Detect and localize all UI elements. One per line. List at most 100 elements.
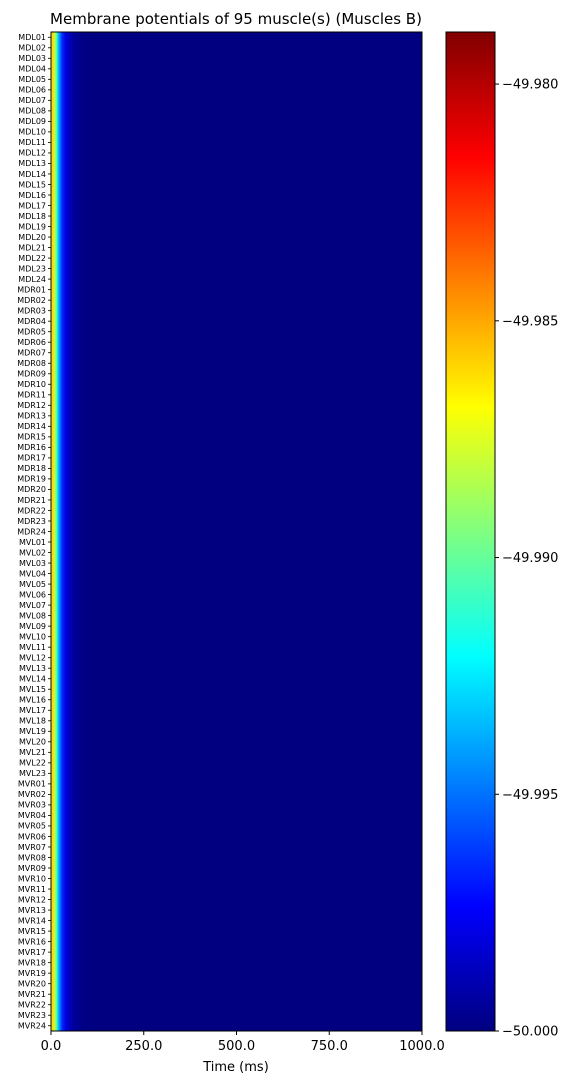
muscle-label: MDL07 (18, 96, 46, 105)
colorbar-tick-label: −49.985 (502, 314, 558, 329)
muscle-label: MVR05 (18, 822, 46, 831)
muscle-label: MDL02 (18, 44, 46, 53)
x-tick-label: 750.0 (311, 1039, 348, 1054)
muscle-label: MVR18 (18, 958, 46, 967)
muscle-label: MDL10 (18, 128, 46, 137)
muscle-label: MDL24 (18, 275, 46, 284)
muscle-label: MDR19 (17, 475, 46, 484)
muscle-label: MVL16 (19, 696, 46, 705)
muscle-label: MDR01 (17, 285, 46, 294)
muscle-label: MDL16 (18, 191, 46, 200)
muscle-label: MDR04 (17, 317, 46, 326)
muscle-label: MVL04 (19, 569, 46, 578)
muscle-label: MDR12 (17, 401, 46, 410)
muscle-label: MVR23 (18, 1011, 46, 1020)
muscle-label: MDR23 (17, 517, 46, 526)
muscle-label: MVL12 (19, 653, 46, 662)
colorbar: −50.000 −49.995 −49.990 −49.985 −49.980 (445, 31, 558, 1040)
muscle-label: MDR16 (17, 443, 46, 452)
muscle-label: MVR22 (18, 1001, 46, 1010)
muscle-label: MVR03 (18, 801, 46, 810)
muscle-label: MDR15 (17, 433, 46, 442)
muscle-label: MDR03 (17, 306, 46, 315)
muscle-label: MVL05 (19, 580, 46, 589)
muscle-label: MVL03 (19, 559, 46, 568)
muscle-label: MVL20 (19, 738, 46, 747)
muscle-label: MVR08 (18, 853, 46, 862)
muscle-label: MDL21 (18, 243, 46, 252)
muscle-label: MDL03 (18, 54, 46, 63)
muscle-label: MVR01 (18, 780, 46, 789)
x-tick-label: 0.0 (41, 1039, 62, 1054)
muscle-label: MDL15 (18, 180, 46, 189)
muscle-label: MDR22 (17, 506, 46, 515)
muscle-label: MVL18 (19, 717, 46, 726)
muscle-label: MDL23 (18, 264, 46, 273)
x-tick-label: 500.0 (218, 1039, 255, 1054)
muscle-label: MVL10 (19, 632, 46, 641)
chart-title: Membrane potentials of 95 muscle(s) (Mus… (50, 10, 422, 28)
muscle-label: MDL08 (18, 107, 46, 116)
heatmap-image (51, 32, 422, 1031)
muscle-label: MDR11 (17, 391, 46, 400)
muscle-label: MVL01 (19, 538, 46, 547)
muscle-label: MDL01 (18, 33, 46, 42)
muscle-label: MVL23 (19, 769, 46, 778)
muscle-label: MVR19 (18, 969, 46, 978)
muscle-label: MVR20 (18, 979, 46, 988)
muscle-label: MVL02 (19, 548, 46, 557)
muscle-label: MDR17 (17, 454, 46, 463)
muscle-label: MDR20 (17, 485, 46, 494)
muscle-label: MVL19 (19, 727, 46, 736)
x-axis: 0.0 250.0 500.0 750.0 1000.0 (41, 1031, 445, 1054)
muscle-label: MDL14 (18, 170, 46, 179)
muscle-label: MVR12 (18, 895, 46, 904)
muscle-label: MVR21 (18, 990, 46, 999)
muscle-label: MVL13 (19, 664, 46, 673)
muscle-label: MDR24 (17, 527, 46, 536)
muscle-label: MVR15 (18, 927, 46, 936)
muscle-label: MVL08 (19, 611, 46, 620)
muscle-label: MDL20 (18, 233, 46, 242)
muscle-label: MDR08 (17, 359, 46, 368)
muscle-label: MDR06 (17, 338, 46, 347)
muscle-label: MDR05 (17, 328, 46, 337)
muscle-label: MDR18 (17, 464, 46, 473)
colorbar-tick-label: −49.990 (502, 551, 558, 566)
muscle-label: MVR13 (18, 906, 46, 915)
muscle-label: MVR24 (18, 1022, 46, 1031)
muscle-label: MVL06 (19, 590, 46, 599)
muscle-label: MDR09 (17, 370, 46, 379)
muscle-label: MDL18 (18, 212, 46, 221)
colorbar-tick-label: −50.000 (502, 1025, 558, 1040)
muscle-label: MVR16 (18, 937, 46, 946)
colorbar-gradient (446, 32, 495, 1031)
muscle-label: MDL05 (18, 75, 46, 84)
colorbar-frame (445, 31, 496, 1032)
muscle-label: MVL14 (19, 675, 46, 684)
muscle-label: MVR11 (18, 885, 46, 894)
x-tick-label: 250.0 (125, 1039, 162, 1054)
x-axis-label: Time (ms) (202, 1060, 269, 1075)
muscle-label: MDL11 (18, 138, 46, 147)
muscle-label: MDL22 (18, 254, 46, 263)
muscle-label: MDR07 (17, 349, 46, 358)
muscle-label: MDL04 (18, 65, 46, 74)
muscle-label: MDR02 (17, 296, 46, 305)
colorbar-ticks: −50.000 −49.995 −49.990 −49.985 −49.980 (495, 78, 558, 1040)
muscle-label: MVR09 (18, 864, 46, 873)
muscle-label: MVL17 (19, 706, 46, 715)
muscle-label: MDR14 (17, 422, 46, 431)
muscle-label: MDL13 (18, 159, 46, 168)
muscle-label: MVL21 (19, 748, 46, 757)
muscle-label: MDR21 (17, 496, 46, 505)
muscle-label: MVR07 (18, 843, 46, 852)
muscle-label: MDL09 (18, 117, 46, 126)
muscle-label: MVL15 (19, 685, 46, 694)
muscle-label: MVR02 (18, 790, 46, 799)
heatmap-plot-area (50, 31, 423, 1032)
muscle-label: MVL07 (19, 601, 46, 610)
muscle-label: MVL09 (19, 622, 46, 631)
muscle-label: MDL17 (18, 201, 46, 210)
